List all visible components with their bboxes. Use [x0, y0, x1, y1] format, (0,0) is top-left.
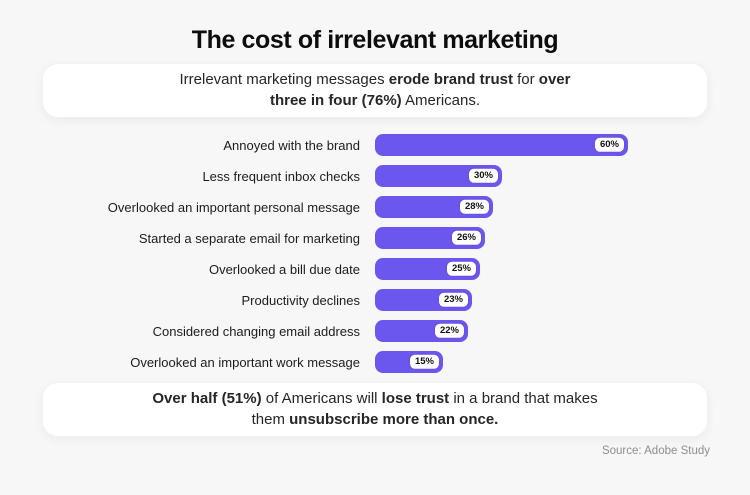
bar: 23% — [375, 289, 472, 311]
bar-chart: Annoyed with the brand 60% Less frequent i… — [0, 134, 750, 373]
bar: 25% — [375, 258, 480, 280]
bar: 22% — [375, 320, 468, 342]
value-badge: 15% — [409, 354, 439, 370]
stat-text-bold: Over half (51%) — [152, 390, 262, 407]
bar: 60% — [375, 134, 628, 156]
bar-label: Considered changing email address — [152, 323, 360, 339]
bar: 15% — [375, 351, 443, 373]
chart-row: Considered changing email address 22% — [0, 320, 750, 342]
chart-row: Productivity declines 23% — [0, 289, 750, 311]
bar: 26% — [375, 227, 485, 249]
stat-text-bold: lose trust — [381, 390, 450, 407]
bar-label: Overlooked an important personal message — [107, 199, 360, 215]
chart-row: Overlooked a bill due date 25% — [0, 258, 750, 280]
stat-text-line: Over half (51%) of Americans will lose t… — [63, 388, 687, 409]
value-badge: 26% — [451, 230, 481, 246]
source-attribution: Source: Adobe Study — [601, 445, 710, 457]
bar-label: Less frequent inbox checks — [202, 168, 360, 184]
chart-row: Overlooked an important personal message… — [0, 196, 750, 218]
bar-label: Productivity declines — [241, 292, 361, 308]
bar-label: Annoyed with the brand — [223, 137, 360, 153]
infographic: The cost of irrelevant marketing Irrelev… — [0, 26, 750, 457]
value-badge: 25% — [446, 261, 476, 277]
value-badge: 60% — [594, 137, 624, 153]
stat-text-bold: unsubscribe more than once. — [289, 411, 499, 428]
stat-text-bold: over — [538, 71, 571, 88]
chart-row: Overlooked an important work message 15% — [0, 351, 750, 373]
bottom-stat-card: Over half (51%) of Americans will lose t… — [42, 382, 708, 437]
chart-row: Less frequent inbox checks 30% — [0, 165, 750, 187]
chart-row: Started a separate email for marketing 26… — [0, 227, 750, 249]
stat-text: them — [251, 411, 290, 428]
value-badge: 28% — [459, 199, 489, 215]
bar: 30% — [375, 165, 502, 187]
stat-text: Americans. — [401, 92, 481, 109]
stat-text-line: three in four (76%) Americans. — [63, 90, 687, 111]
stat-text-line: them unsubscribe more than once. — [63, 409, 687, 430]
bottom-stat-text: Over half (51%) of Americans will lose t… — [63, 388, 687, 430]
bar: 28% — [375, 196, 493, 218]
chart-row: Annoyed with the brand 60% — [0, 134, 750, 156]
value-badge: 23% — [438, 292, 468, 308]
stat-text: for — [512, 71, 539, 88]
bar-label: Overlooked a bill due date — [208, 261, 360, 277]
stat-text-bold: three in four (76%) — [269, 92, 402, 109]
stat-text-bold: erode brand trust — [388, 71, 513, 88]
value-badge: 22% — [434, 323, 464, 339]
page-title: The cost of irrelevant marketing — [191, 26, 559, 54]
stat-text: Irrelevant marketing messages — [179, 71, 389, 88]
top-stat-card: Irrelevant marketing messages erode bran… — [42, 63, 708, 118]
stat-text-line: Irrelevant marketing messages erode bran… — [63, 69, 687, 90]
stat-text: of Americans will — [261, 390, 382, 407]
top-stat-text: Irrelevant marketing messages erode bran… — [63, 69, 687, 111]
bar-label: Started a separate email for marketing — [138, 230, 360, 246]
stat-text: in a brand that makes — [449, 390, 598, 407]
value-badge: 30% — [468, 168, 498, 184]
bar-label: Overlooked an important work message — [130, 354, 360, 370]
